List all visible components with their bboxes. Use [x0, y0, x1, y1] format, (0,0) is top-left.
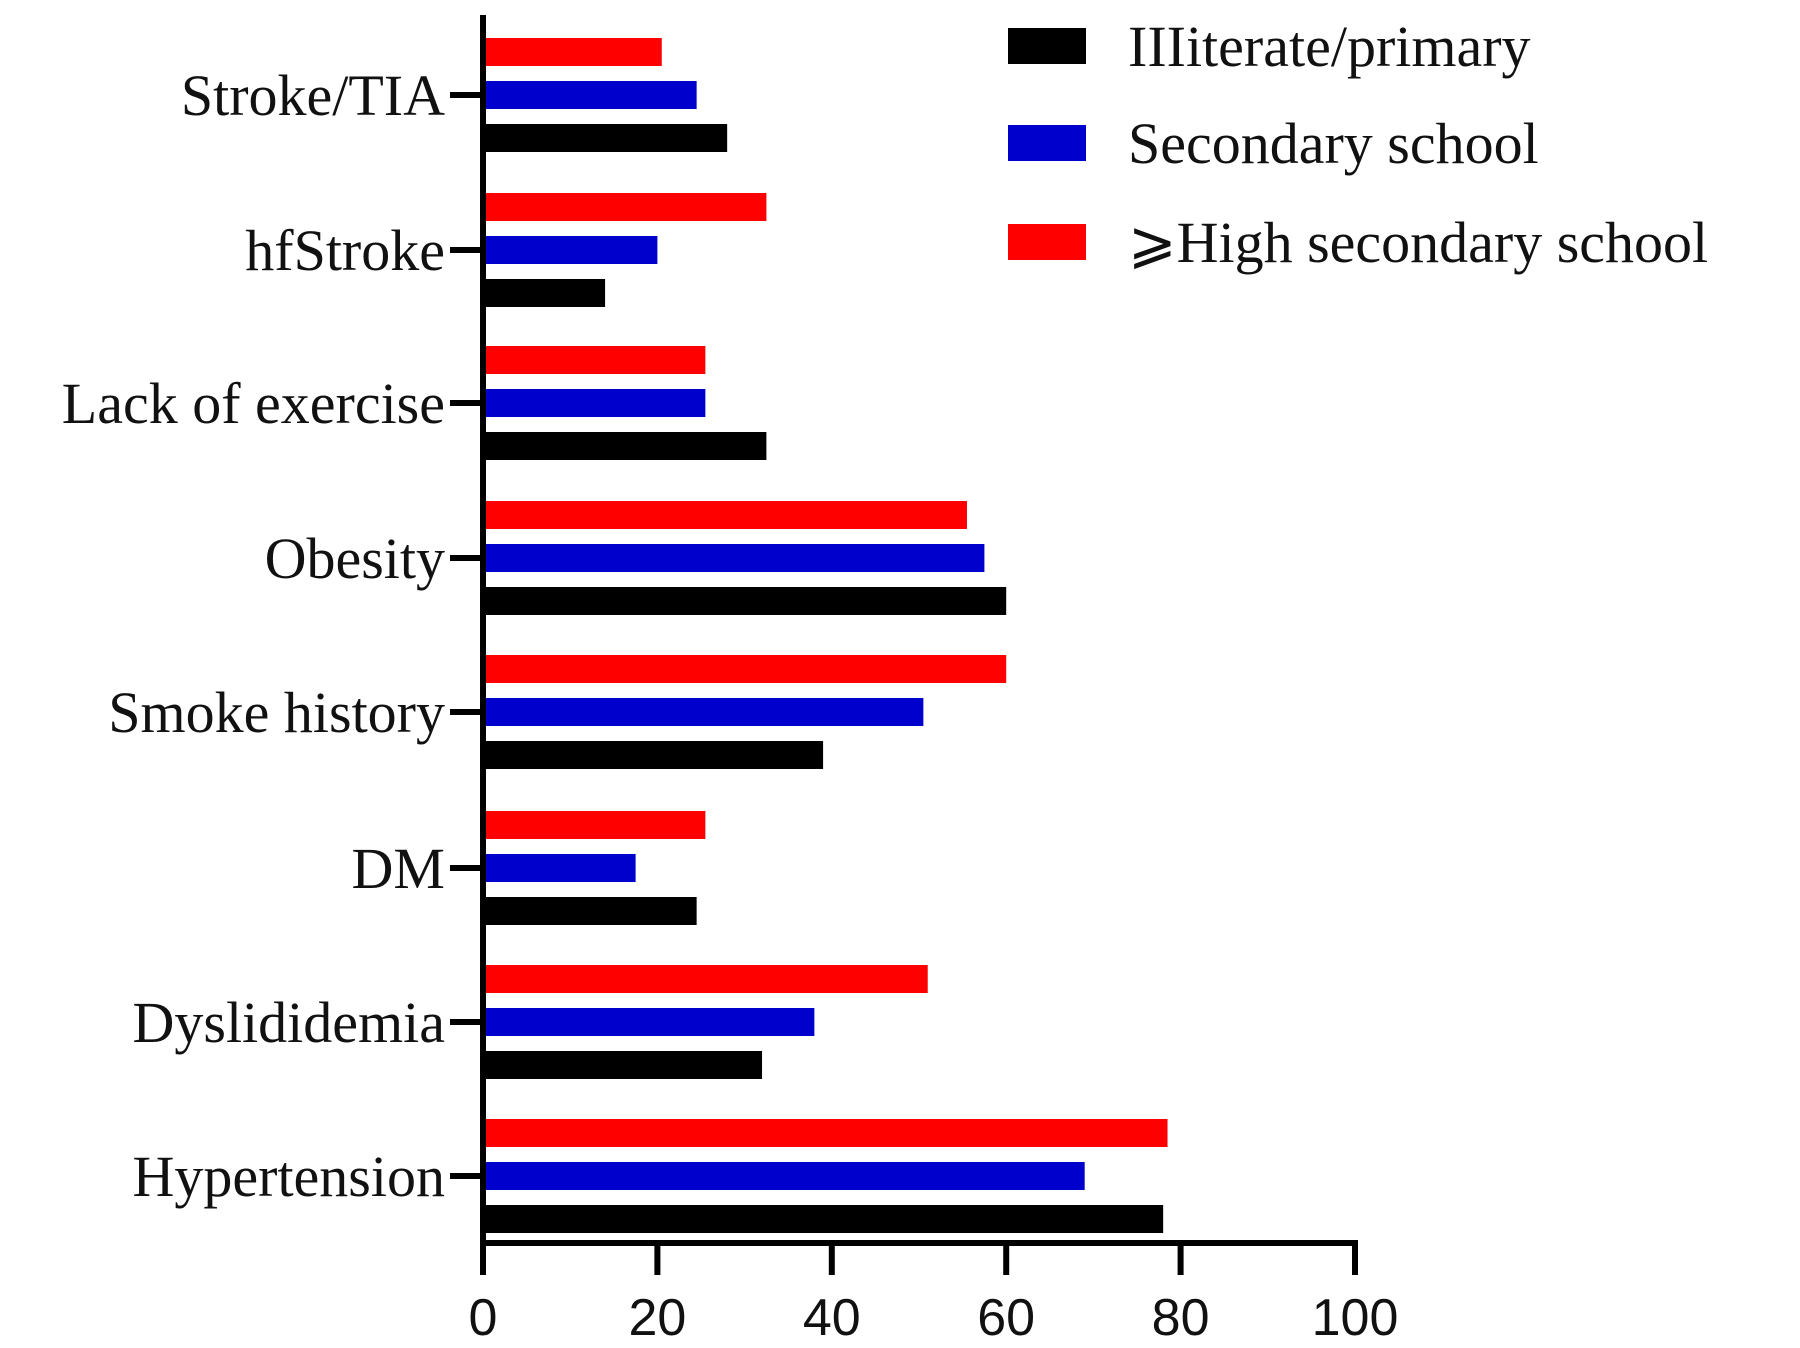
x-tick-label-40: 40 — [803, 1289, 861, 1347]
x-tick-label-100: 100 — [1312, 1289, 1399, 1347]
bar-hypertension-iiiiterate-primary — [483, 1205, 1164, 1233]
bar-stroke-tia-iiiiterate-primary — [483, 124, 728, 152]
bar-dm-high-secondary-school — [483, 811, 706, 839]
bar-obesity-high-secondary-school — [483, 501, 967, 529]
legend-label-iiiiterate-primary: IIIiterate/primary — [1128, 14, 1531, 79]
bar-hfstroke-high-secondary-school — [483, 193, 767, 221]
bar-dyslididemia-high-secondary-school — [483, 965, 928, 993]
bar-smoke-history-high-secondary-school — [483, 655, 1007, 683]
bar-dyslididemia-secondary-school — [483, 1008, 815, 1036]
y-tick-label-dm: DM — [352, 836, 445, 901]
bar-smoke-history-secondary-school — [483, 698, 924, 726]
bar-stroke-tia-secondary-school — [483, 81, 697, 109]
y-tick-label-obesity: Obesity — [265, 526, 445, 591]
legend-label-high-secondary-school: ⩾High secondary school — [1128, 210, 1708, 275]
bar-dm-secondary-school — [483, 854, 636, 882]
bar-dm-iiiiterate-primary — [483, 897, 697, 925]
y-tick-label-hypertension: Hypertension — [133, 1144, 446, 1209]
bar-lack-of-exercise-high-secondary-school — [483, 346, 706, 374]
bar-smoke-history-iiiiterate-primary — [483, 741, 824, 769]
legend-swatch-iiiiterate-primary — [1008, 28, 1086, 64]
legend-swatch-secondary-school — [1008, 125, 1086, 161]
legend-swatch-high-secondary-school — [1008, 224, 1086, 260]
y-tick-label-stroke-tia: Stroke/TIA — [181, 63, 445, 128]
y-tick-label-hfstroke: hfStroke — [245, 218, 445, 283]
bar-hypertension-high-secondary-school — [483, 1119, 1168, 1147]
bar-stroke-tia-high-secondary-school — [483, 38, 662, 66]
bar-dyslididemia-iiiiterate-primary — [483, 1051, 763, 1079]
bar-lack-of-exercise-iiiiterate-primary — [483, 432, 767, 460]
x-tick-label-20: 20 — [628, 1289, 686, 1347]
bar-obesity-iiiiterate-primary — [483, 587, 1007, 615]
y-tick-label-lack-of-exercise: Lack of exercise — [62, 371, 445, 436]
x-tick-label-60: 60 — [977, 1289, 1035, 1347]
bar-hfstroke-secondary-school — [483, 236, 658, 264]
y-tick-label-smoke-history: Smoke history — [108, 680, 445, 745]
bars-group — [483, 38, 1168, 1233]
bar-hfstroke-iiiiterate-primary — [483, 279, 606, 307]
bar-hypertension-secondary-school — [483, 1162, 1085, 1190]
legend-label-secondary-school: Secondary school — [1128, 111, 1539, 176]
x-tick-label-0: 0 — [469, 1289, 498, 1347]
y-tick-label-dyslididemia: Dyslididemia — [132, 990, 445, 1055]
x-tick-label-80: 80 — [1152, 1289, 1210, 1347]
axes-group: Stroke/TIA hfStroke Lack of exercise Obesit… — [62, 15, 1399, 1347]
bar-lack-of-exercise-secondary-school — [483, 389, 706, 417]
legend: IIIiterate/primary Secondary school ⩾High … — [1008, 14, 1708, 275]
bar-obesity-secondary-school — [483, 544, 985, 572]
